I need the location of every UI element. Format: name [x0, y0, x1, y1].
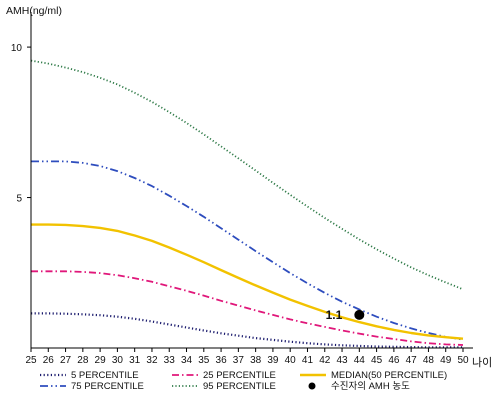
x-tick-label: 45 — [371, 355, 383, 366]
x-tick-label: 42 — [319, 355, 331, 366]
patient-amh-value-label: 1.1 — [326, 308, 343, 322]
x-axis-label: 나이 — [472, 356, 492, 369]
series-line-25-percentile — [31, 270, 464, 346]
legend-swatch-patient-marker — [308, 382, 316, 390]
legend-label-patient-marker: 수진자의 AMH 농도 — [331, 381, 410, 392]
y-tick-label: 5 — [16, 194, 22, 205]
series-line-median-50-percentile — [31, 223, 464, 340]
x-tick-label: 31 — [129, 355, 141, 366]
legend-label-median-50-percentile: MEDIAN(50 PERCENTILE) — [331, 370, 447, 381]
patient-amh-point — [354, 309, 365, 320]
legend-label-25-percentile: 25 PERCENTILE — [203, 370, 276, 381]
patient-marker-layer: 1.1 — [326, 308, 365, 322]
series-line-5-percentile — [31, 312, 463, 349]
x-tick-label: 30 — [112, 355, 124, 366]
x-tick-label: 39 — [267, 355, 279, 366]
x-tick-label: 26 — [43, 355, 55, 366]
y-axis-label: AMH(ng/ml) — [6, 5, 62, 17]
x-tick-label: 40 — [285, 355, 297, 366]
x-tick-label: 48 — [423, 355, 435, 366]
x-tick-label: 37 — [233, 355, 245, 366]
x-tick-label: 41 — [302, 355, 314, 366]
x-tick-label: 50 — [457, 355, 469, 366]
legend-label-95-percentile: 95 PERCENTILE — [203, 381, 276, 392]
percentile-curves — [30, 59, 464, 349]
x-tick-label: 29 — [95, 355, 107, 366]
x-tick-label: 28 — [77, 355, 89, 366]
x-tick-label: 34 — [181, 355, 193, 366]
x-tick-label: 43 — [336, 355, 348, 366]
legend: 5 PERCENTILE 25 PERCENTILE MEDIAN(50 PERCE… — [40, 370, 447, 392]
x-tick-label: 25 — [25, 355, 37, 366]
axes: 25 26 27 28 29 30 31 32 33 34 35 36 37 38 39 40 41 42 43 44… — [11, 12, 473, 366]
series-line-75-percentile — [31, 160, 464, 341]
x-tick-label: 38 — [250, 355, 262, 366]
y-tick-label: 10 — [11, 43, 23, 54]
x-tick-label: 27 — [60, 355, 72, 366]
x-tick-label: 36 — [216, 355, 228, 366]
x-tick-label: 49 — [440, 355, 452, 366]
x-tick-label: 44 — [354, 355, 366, 366]
x-tick-label: 35 — [198, 355, 210, 366]
legend-label-5-percentile: 5 PERCENTILE — [71, 370, 139, 381]
x-tick-label: 33 — [164, 355, 176, 366]
x-tick-label: 32 — [146, 355, 158, 366]
x-tick-label: 47 — [406, 355, 418, 366]
legend-label-75-percentile: 75 PERCENTILE — [71, 381, 144, 392]
x-tick-label: 46 — [388, 355, 400, 366]
series-line-95-percentile — [30, 59, 464, 291]
